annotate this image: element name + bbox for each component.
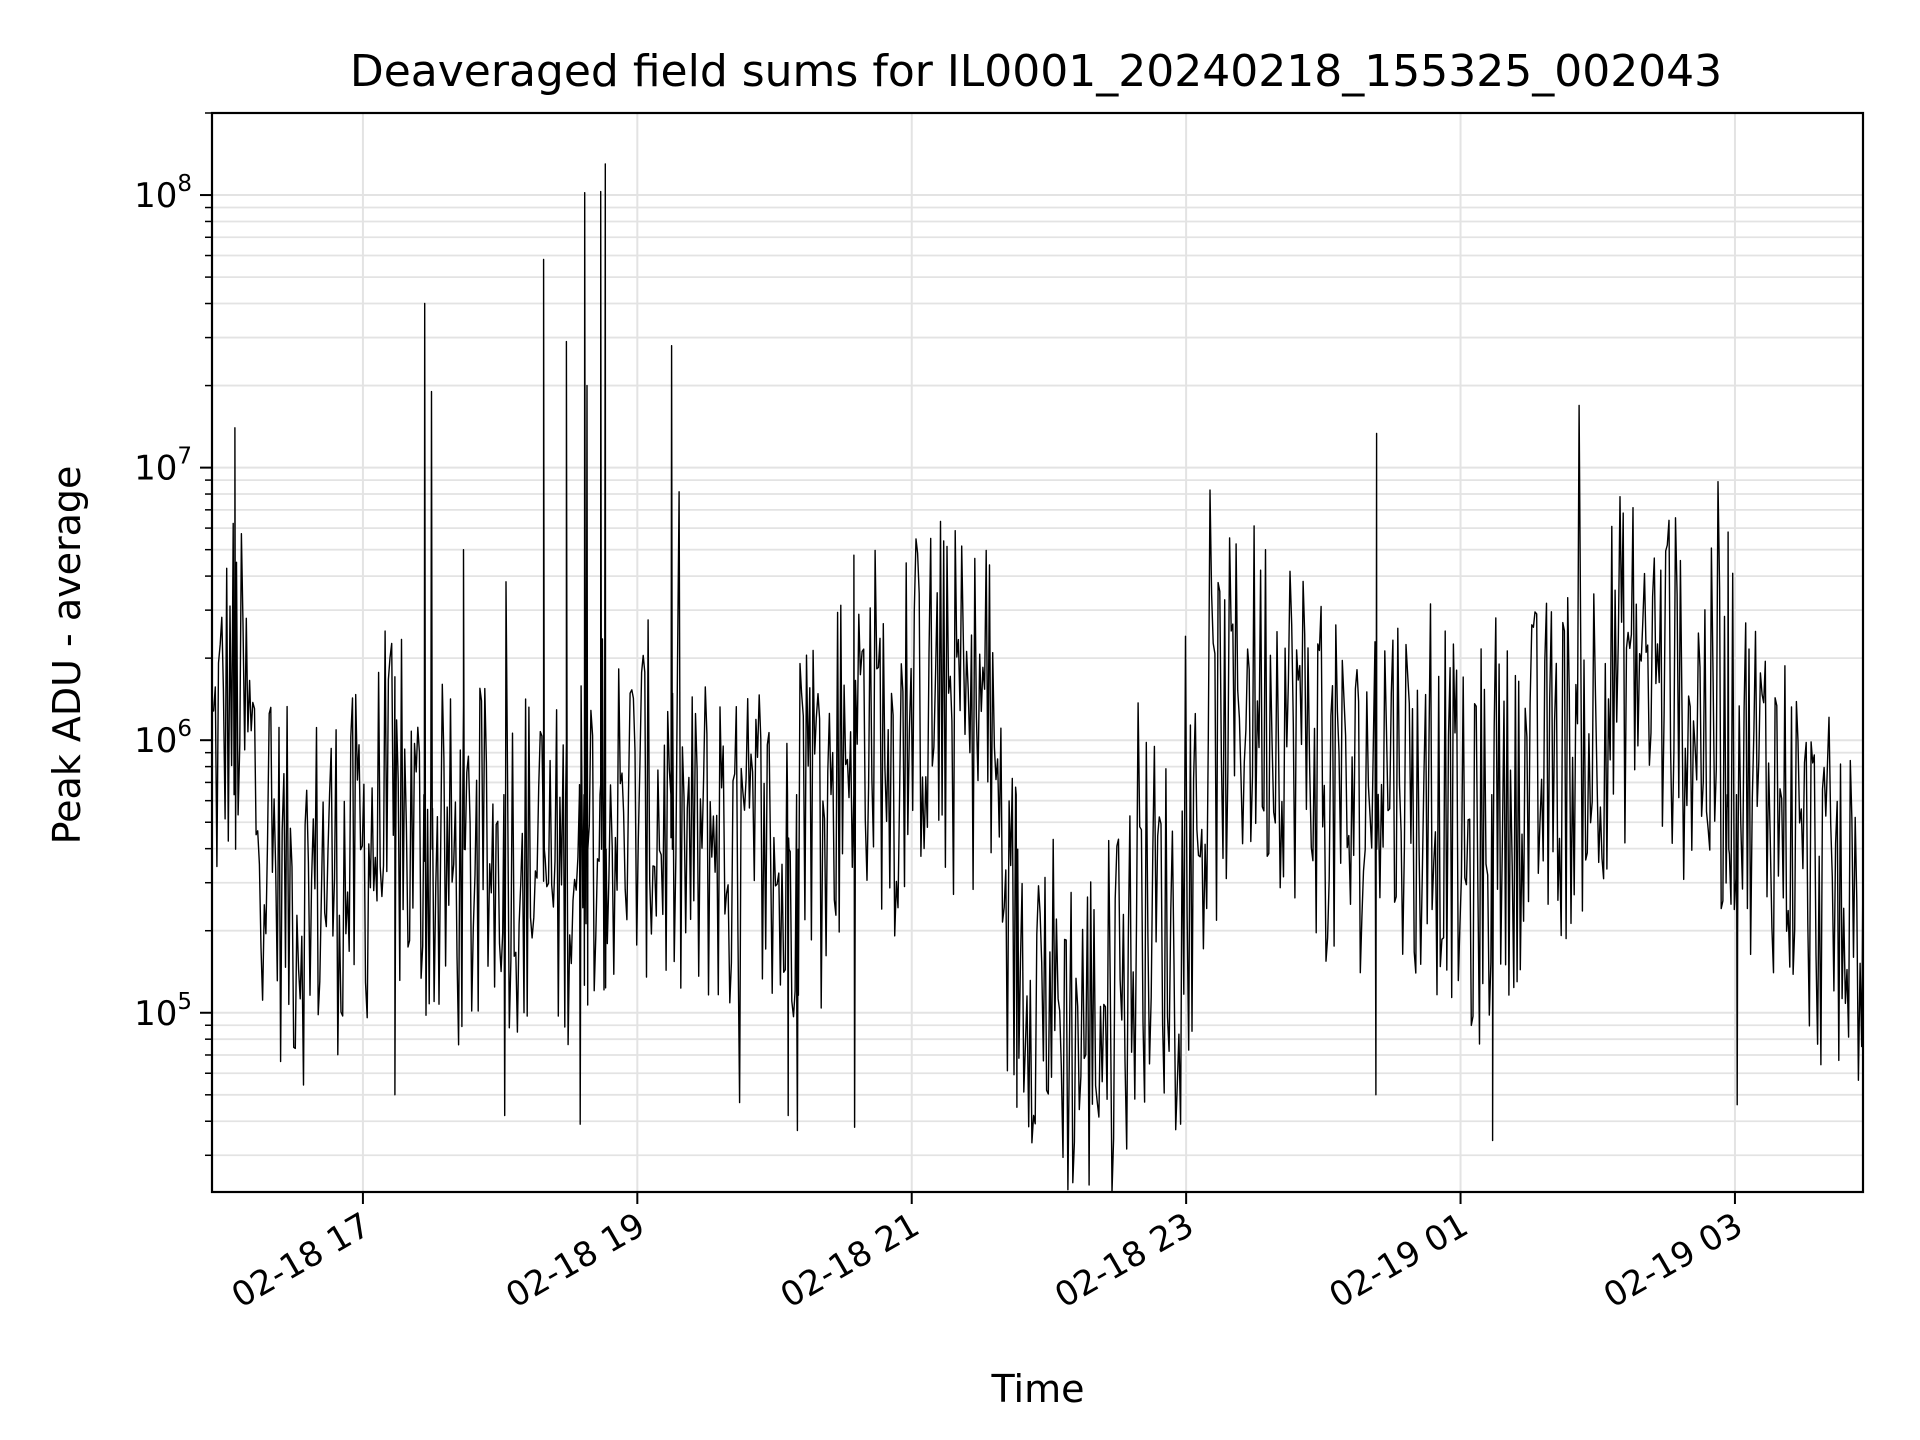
- plot-frame: [210, 111, 1865, 1194]
- chart-title: Deaveraged field sums for IL0001_2024021…: [350, 46, 1722, 97]
- y-axis-label: Peak ADU - average: [45, 466, 89, 845]
- y-tick-label: 105: [134, 989, 192, 1034]
- y-tick-exponent: 5: [177, 989, 192, 1015]
- y-tick-base: 10: [134, 994, 177, 1034]
- y-tick-exponent: 6: [177, 716, 192, 742]
- y-tick-exponent: 7: [177, 444, 192, 470]
- axis-ticks: [200, 112, 1736, 1204]
- y-tick-label: 107: [134, 444, 192, 489]
- y-tick-base: 10: [134, 721, 177, 761]
- y-tick-label: 108: [134, 171, 192, 216]
- data-series-line: [212, 163, 1863, 1192]
- y-tick-exponent: 8: [177, 171, 192, 197]
- y-tick-label: 106: [134, 716, 192, 761]
- y-tick-base: 10: [134, 176, 177, 216]
- y-tick-base: 10: [134, 449, 177, 489]
- x-axis-label: Time: [991, 1367, 1085, 1411]
